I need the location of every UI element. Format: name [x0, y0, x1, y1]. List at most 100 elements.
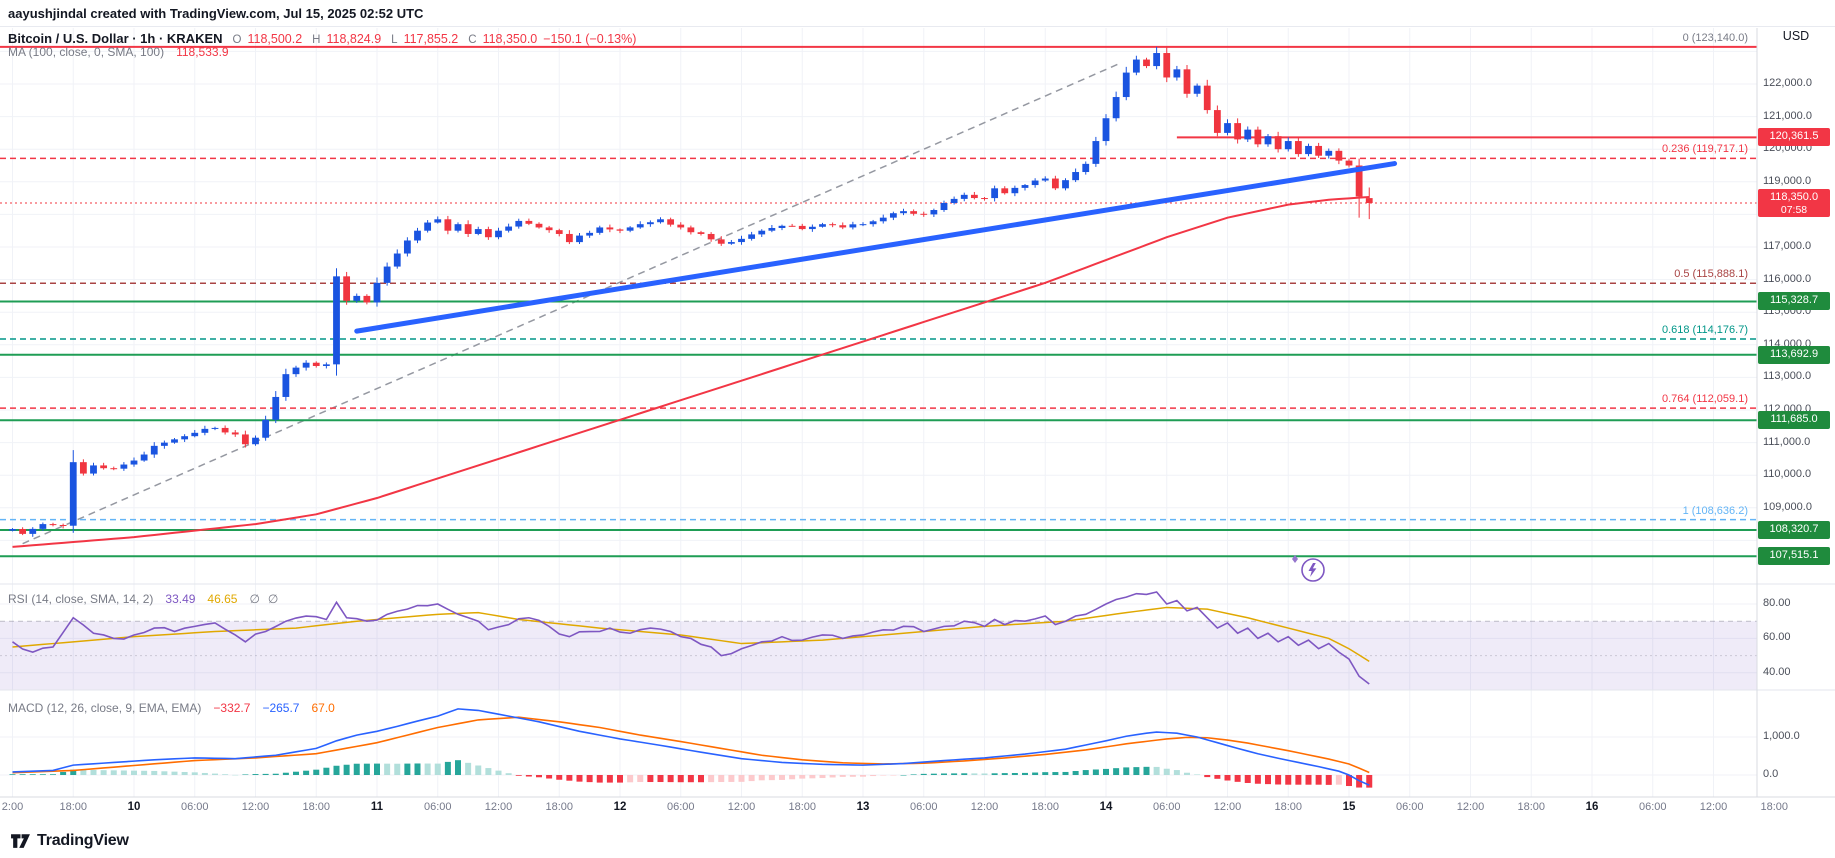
- rsi-scale-label: 80.00: [1763, 597, 1791, 609]
- time-axis-label: 06:00: [1638, 801, 1667, 813]
- grid-layer: [0, 28, 1757, 797]
- price-scale-label: 117,000.0: [1763, 240, 1812, 252]
- time-axis-label: 18:00: [59, 801, 88, 813]
- price-scale-label: 111,000.0: [1763, 435, 1811, 448]
- time-axis-label: 06:00: [666, 801, 695, 813]
- candles-layer[interactable]: [9, 46, 1373, 537]
- time-axis-label: 13: [856, 801, 870, 813]
- symbol-legend[interactable]: Bitcoin / U.S. Dollar · 1h · KRAKEN O 11…: [8, 31, 636, 46]
- symbol-title[interactable]: Bitcoin / U.S. Dollar · 1h · KRAKEN: [8, 31, 223, 46]
- rsi-value: 33.49: [165, 592, 196, 606]
- close-value: 118,350.0: [482, 32, 538, 46]
- ma100-line: [12, 195, 1370, 548]
- time-axis-label: 06:00: [180, 801, 209, 813]
- time-axis-label: 18:00: [788, 801, 817, 813]
- rsi-empty-value-icon: ∅: [267, 592, 279, 606]
- fib-level-label: 0.5 (115,888.1): [1674, 268, 1748, 281]
- rsi-pane[interactable]: [0, 591, 1757, 690]
- macd-hist-value: −332.7: [213, 701, 251, 715]
- trendline: [354, 161, 1398, 334]
- rsi-scale-label: 40.00: [1763, 665, 1791, 678]
- time-axis-label: 12:00: [1456, 801, 1485, 813]
- price-pane[interactable]: [0, 45, 1757, 582]
- macd-legend[interactable]: MACD (12, 26, close, 9, EMA, EMA) −332.7…: [8, 701, 335, 715]
- macd-pane[interactable]: [9, 708, 1373, 788]
- tradingview-logo-icon: [11, 834, 30, 848]
- open-label: O: [232, 34, 242, 46]
- candle-countdown: 07:58: [1780, 203, 1808, 216]
- tradingview-logo[interactable]: TradingView: [10, 830, 129, 851]
- change-value: −150.1 (−0.13%): [543, 32, 637, 46]
- price-badge: 107,515.1: [1758, 547, 1830, 566]
- time-axis-label: 12:00: [970, 801, 999, 813]
- macd-scale-label: 0.0: [1763, 768, 1779, 780]
- price-scale-label: 113,000.0: [1763, 370, 1812, 383]
- time-axis-label: 14: [1099, 801, 1113, 813]
- attribution-text: aayushjindal created with TradingView.co…: [8, 5, 424, 21]
- fib-level-label: 0.618 (114,176.7): [1661, 324, 1748, 337]
- open-value: 118,500.2: [247, 32, 303, 46]
- time-axis-label: 18:00: [302, 801, 331, 813]
- time-axis-label: 18:00: [1274, 801, 1303, 813]
- macd-signal-value: 67.0: [311, 701, 335, 715]
- rsi-band: [0, 621, 1757, 690]
- price-scale-label: 119,000.0: [1763, 174, 1812, 187]
- time-axis-label: 12: [613, 801, 627, 813]
- rsi-ma-value: 46.65: [207, 592, 238, 606]
- price-scale-label: 109,000.0: [1763, 500, 1812, 513]
- lightning-tool-icon[interactable]: [1292, 555, 1325, 582]
- rsi-ma-line: [12, 606, 1370, 662]
- high-value: 118,824.9: [326, 32, 382, 46]
- attribution-bar: aayushjindal created with TradingView.co…: [0, 0, 1835, 27]
- price-badge: 113,692.9: [1758, 345, 1830, 364]
- price-scale-currency[interactable]: USD: [1782, 29, 1810, 43]
- time-axis-label: 2:00: [1, 801, 24, 813]
- price-badge: 118,350.0 07:58: [1758, 188, 1830, 217]
- macd-indicator-title[interactable]: MACD (12, 26, close, 9, EMA, EMA): [8, 701, 202, 715]
- time-axis-label: 06:00: [1152, 801, 1181, 813]
- price-badge: 108,320.7: [1758, 520, 1830, 539]
- fib-level-label: 1 (108,636.2): [1682, 504, 1748, 517]
- time-axis-label: 16: [1585, 801, 1599, 813]
- time-axis-label: 10: [127, 801, 141, 813]
- price-badge: 120,361.5: [1758, 128, 1830, 147]
- fib-level-label: 0 (123,140.0): [1682, 31, 1748, 44]
- time-axis-label: 12:00: [241, 801, 270, 813]
- price-scale-label: 110,000.0: [1763, 468, 1812, 481]
- price-badge: 115,328.7: [1758, 292, 1830, 311]
- time-axis-label: 15: [1342, 801, 1356, 813]
- time-axis-label: 12:00: [484, 801, 513, 813]
- high-label: H: [312, 34, 321, 46]
- fib-level-label: 0.764 (112,059.1): [1661, 393, 1748, 406]
- time-axis-label: 06:00: [909, 801, 938, 813]
- time-axis-label: 11: [370, 801, 384, 813]
- ma-legend[interactable]: MA (100, close, 0, SMA, 100) 118,533.9: [8, 45, 229, 59]
- time-axis-label: 18:00: [1031, 801, 1060, 813]
- close-label: C: [468, 34, 477, 46]
- price-scale-label: 122,000.0: [1763, 77, 1812, 89]
- time-axis-label: 06:00: [423, 801, 452, 813]
- rsi-scale-label: 60.00: [1763, 631, 1791, 644]
- macd-scale-label: 1,000.0: [1763, 730, 1800, 742]
- rsi-legend[interactable]: RSI (14, close, SMA, 14, 2) 33.49 46.65 …: [8, 592, 278, 606]
- rsi-line: [12, 591, 1370, 685]
- time-axis-label: 18:00: [1517, 801, 1546, 813]
- time-axis-label: 12:00: [1699, 801, 1728, 813]
- time-axis-label: 18:00: [545, 801, 574, 813]
- price-scale-label: 121,000.0: [1763, 109, 1812, 122]
- ma-indicator-title[interactable]: MA (100, close, 0, SMA, 100): [8, 45, 165, 59]
- low-label: L: [391, 34, 398, 46]
- tradingview-brand-text: TradingView: [37, 831, 129, 849]
- time-axis-label: 18:00: [1760, 801, 1789, 813]
- time-axis-label: 06:00: [1395, 801, 1424, 813]
- low-value: 117,855.2: [403, 32, 459, 46]
- ma-indicator-value: 118,533.9: [176, 45, 229, 59]
- price-scale-label: 116,000.0: [1763, 272, 1812, 285]
- macd-line: [12, 708, 1370, 786]
- macd-signal-line: [12, 716, 1370, 774]
- time-axis-label: 12:00: [1213, 801, 1242, 813]
- rsi-indicator-title[interactable]: RSI (14, close, SMA, 14, 2): [8, 592, 154, 606]
- macd-line-value: −265.7: [262, 701, 300, 715]
